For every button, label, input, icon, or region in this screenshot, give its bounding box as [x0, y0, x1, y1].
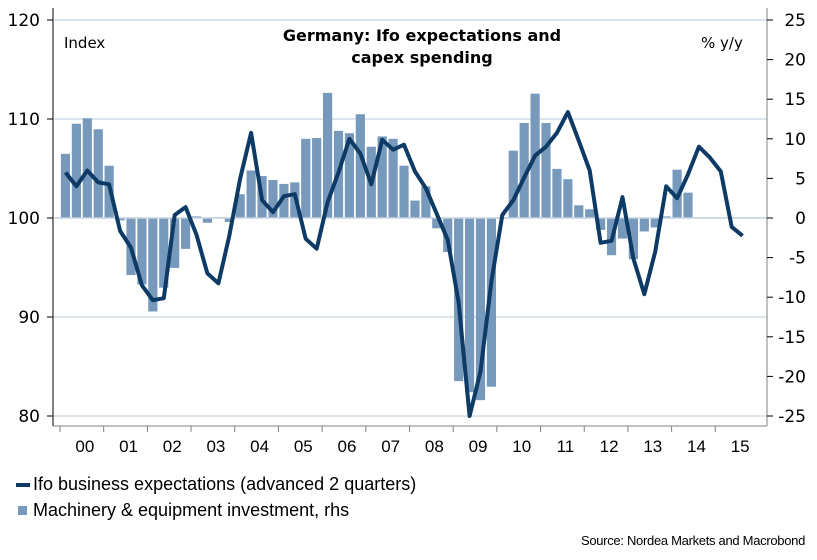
investment-bar [322, 92, 333, 218]
legend-line-swatch [16, 482, 30, 487]
x-tick-label: 12 [600, 437, 619, 456]
investment-bar [60, 153, 71, 218]
x-tick-label: 14 [687, 437, 706, 456]
right-tick-label: 15 [784, 90, 806, 110]
x-tick-label: 07 [381, 437, 400, 456]
right-tick-label: 5 [795, 169, 806, 189]
investment-bar [421, 186, 431, 218]
left-axis-unit-label: Index [64, 34, 105, 52]
right-tick-label: 10 [784, 130, 806, 150]
right-axis-unit-label: % y/y [701, 34, 743, 52]
investment-bar [486, 218, 497, 387]
x-tick-label: 11 [557, 437, 575, 456]
investment-bar [650, 218, 660, 228]
legend-label-investment: Machinery & equipment investment, rhs [33, 500, 350, 520]
investment-bar [224, 218, 234, 222]
investment-bar [617, 218, 628, 239]
investment-bar [464, 218, 475, 393]
legend-label-ifo: Ifo business expectations (advanced 2 qu… [33, 474, 417, 494]
legend-item-investment: Machinery & equipment investment, rhs [16, 500, 349, 521]
investment-bar [519, 122, 529, 218]
investment-bar [344, 133, 355, 218]
left-tick-label: 110 [8, 110, 40, 130]
investment-bar [137, 218, 147, 285]
x-tick-label: 15 [731, 437, 750, 456]
right-tick-label: -5 [789, 249, 806, 269]
investment-bar [115, 218, 125, 221]
investment-bar [574, 205, 584, 218]
investment-bar [312, 138, 322, 218]
investment-bar [541, 122, 551, 218]
investment-bar [159, 218, 169, 288]
investment-bar [377, 136, 387, 218]
investment-bar [181, 218, 191, 249]
investment-bar [628, 218, 638, 260]
x-tick-label: 03 [206, 437, 225, 456]
right-tick-label: 0 [795, 209, 806, 229]
investment-bar [268, 179, 278, 218]
investment-bar [508, 150, 518, 218]
investment-bar [191, 216, 202, 218]
investment-bar [301, 138, 311, 218]
chart-title-line-2: capex spending [351, 48, 492, 67]
investment-bar [596, 218, 606, 230]
right-tick-label: -20 [778, 367, 806, 387]
right-tick-label: -15 [778, 328, 806, 348]
investment-bars [60, 92, 693, 401]
investment-bar [639, 218, 649, 232]
investment-bar [246, 170, 256, 218]
ifo-expectations-line [63, 110, 744, 418]
left-tick-label: 90 [18, 308, 40, 328]
investment-bar [235, 194, 245, 218]
x-tick-label: 02 [163, 437, 182, 456]
left-tick-label: 120 [8, 11, 40, 31]
x-tick-label: 10 [512, 437, 531, 456]
source-note: Source: Nordea Markets and Macrobond [580, 533, 805, 548]
legend-bar-swatch [18, 506, 27, 515]
investment-bar [585, 209, 595, 218]
investment-bar [410, 200, 420, 218]
legend-item-ifo: Ifo business expectations (advanced 2 qu… [16, 474, 416, 495]
x-tick-label: 01 [119, 437, 138, 456]
left-tick-label: 100 [8, 209, 40, 229]
investment-bar [552, 168, 562, 218]
investment-bar [399, 165, 409, 218]
x-tick-label: 06 [338, 437, 357, 456]
x-tick-label: 00 [75, 437, 94, 456]
x-tick-label: 04 [250, 437, 269, 456]
investment-bar [82, 118, 92, 218]
investment-bar [563, 179, 573, 218]
investment-bar [432, 218, 442, 229]
investment-bar [279, 183, 289, 218]
left-axis-ticks: 80 90 100 110 120 [8, 11, 53, 427]
investment-bar [170, 218, 180, 268]
x-tick-label: 05 [294, 437, 313, 456]
right-tick-label: -10 [778, 288, 806, 308]
investment-bar [475, 218, 486, 401]
left-tick-label: 80 [18, 407, 40, 427]
investment-bar [202, 218, 213, 223]
investment-bar [93, 129, 103, 218]
investment-bar [148, 218, 158, 312]
investment-bar [71, 123, 81, 218]
right-tick-label: 20 [784, 51, 806, 71]
chart-title-line-1: Germany: Ifo expectations and [283, 26, 561, 45]
investment-bar [355, 114, 365, 218]
x-tick-label: 13 [643, 437, 662, 456]
investment-bar [388, 138, 398, 218]
right-tick-label: -25 [778, 407, 806, 427]
right-axis-ticks: -25 -20 -15 -10 -5 0 5 10 15 20 25 [767, 11, 806, 427]
right-tick-label: 25 [784, 11, 806, 31]
investment-bar [661, 216, 671, 218]
x-tick-label: 09 [469, 437, 488, 456]
x-axis-ticks: 00 01 02 03 04 05 06 07 08 09 10 11 12 13 14 15 [59, 426, 750, 456]
x-tick-label: 08 [425, 437, 444, 456]
investment-bar [683, 192, 693, 218]
